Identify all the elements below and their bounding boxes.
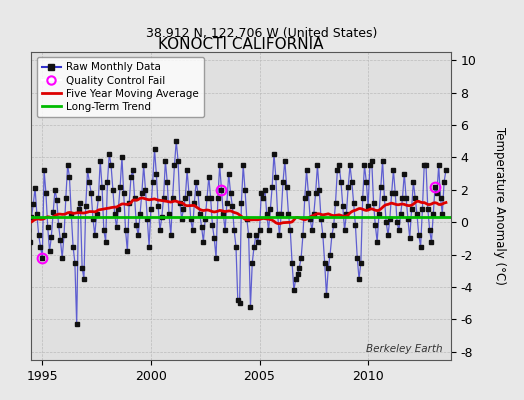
Title: KONOCTI CALIFORNIA: KONOCTI CALIFORNIA <box>158 37 324 52</box>
Text: Berkeley Earth: Berkeley Earth <box>366 344 442 354</box>
Y-axis label: Temperature Anomaly (°C): Temperature Anomaly (°C) <box>493 127 506 285</box>
Text: 38.912 N, 122.706 W (United States): 38.912 N, 122.706 W (United States) <box>146 28 378 40</box>
Legend: Raw Monthly Data, Quality Control Fail, Five Year Moving Average, Long-Term Tren: Raw Monthly Data, Quality Control Fail, … <box>37 57 204 117</box>
